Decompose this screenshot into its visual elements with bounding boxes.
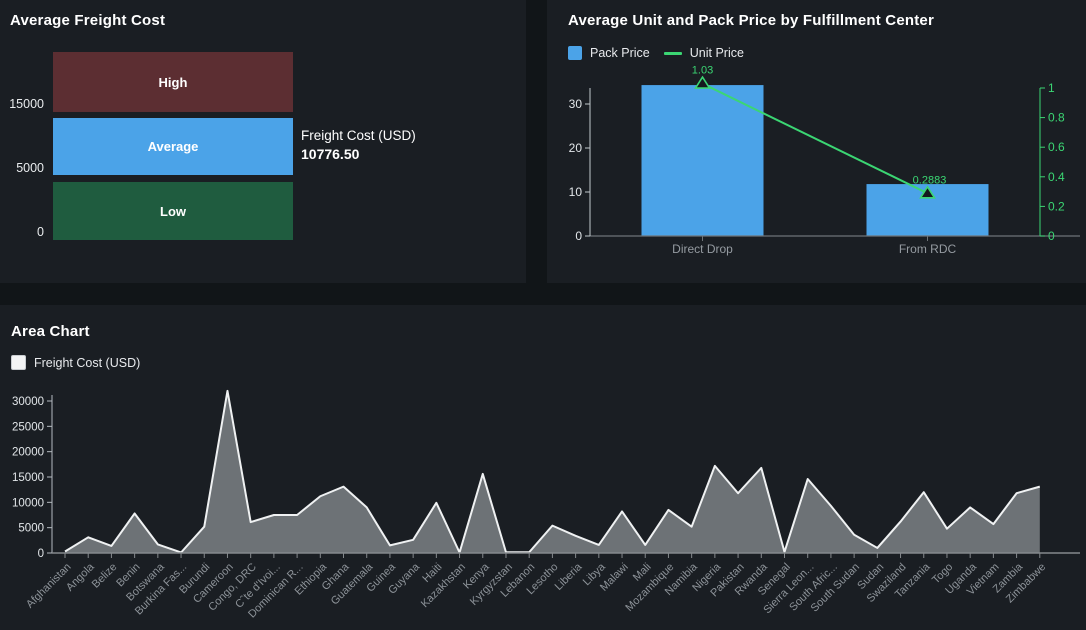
combo-category-label-1: From RDC	[899, 242, 957, 256]
area-panel-title: Area Chart	[11, 323, 90, 340]
unit-price-value-label-1: 0.2883	[913, 174, 947, 186]
freight-cost-gauge-panel: Average Freight Cost 15000 5000 0 High A…	[0, 0, 526, 283]
gauge-value-number: 10776.50	[301, 146, 360, 162]
gauge-band-high-label: High	[158, 74, 188, 90]
pack-price-legend-swatch[interactable]	[568, 46, 582, 60]
area-chart: 0 5000 10000 15000 20000 25000 30000	[12, 389, 1080, 560]
gauge-band-low-label: Low	[160, 203, 186, 219]
gauge-band-average-label: Average	[147, 139, 199, 154]
gauge-axis-label-15000: 15000	[9, 97, 44, 111]
area-legend: Freight Cost (USD)	[11, 355, 140, 370]
unit-price-line[interactable]	[702, 82, 928, 195]
freight-cost-legend-swatch[interactable]	[11, 355, 26, 370]
combo-left-axis-label: 30	[569, 97, 583, 111]
gauge-band-average[interactable]: Average	[53, 118, 293, 175]
combo-right-axis-label: 0	[1048, 229, 1055, 243]
unit-pack-price-panel: Average Unit and Pack Price by Fulfillme…	[547, 0, 1086, 283]
unit-price-marker-0[interactable]	[694, 75, 711, 89]
area-y-axis-label: 20000	[12, 447, 44, 459]
gauge-panel-title: Average Freight Cost	[10, 12, 166, 29]
area-y-axis-label: 25000	[12, 421, 44, 433]
combo-right-axis-label: 0.4	[1048, 170, 1065, 184]
gauge-band-low[interactable]: Low	[53, 182, 293, 240]
combo-category-label-0: Direct Drop	[672, 242, 733, 256]
combo-right-axis-label: 0.2	[1048, 199, 1065, 213]
gauge-band-high[interactable]: High	[53, 52, 293, 112]
area-y-axis-label: 15000	[12, 472, 44, 484]
combo-left-axis-label: 20	[569, 141, 583, 155]
area-y-axis-label: 10000	[12, 497, 44, 509]
combo-left-axis-label: 10	[569, 185, 583, 199]
gauge-axis-label-0: 0	[37, 225, 44, 239]
unit-price-legend-swatch[interactable]	[663, 51, 682, 55]
area-y-axis-label: 30000	[12, 396, 44, 408]
unit-price-legend-label[interactable]: Unit Price	[689, 46, 744, 60]
freight-cost-legend-label[interactable]: Freight Cost (USD)	[34, 355, 141, 370]
area-x-axis-labels: Afghanistan Angola Belize Benin Botswana Burk…	[0, 305, 1086, 630]
area-y-axis-label: 0	[38, 548, 44, 560]
area-x-axis-label-2: Belize	[90, 561, 120, 591]
gauge-axis-label-5000: 5000	[16, 161, 44, 175]
combo-chart: 0 10 20 30 0 0.2 0.4 0.6 0.8 1 Direct Drop From RDC…	[569, 65, 1080, 256]
combo-right-axis-label: 0.6	[1048, 140, 1065, 154]
combo-panel-title: Average Unit and Pack Price by Fulfillme…	[568, 12, 935, 29]
area-chart-panel: Area Chart Freight Cost (USD) 0 5000 10000…	[0, 305, 1086, 630]
combo-left-axis-label: 0	[575, 229, 582, 243]
combo-right-axis-label: 0.8	[1048, 111, 1065, 125]
combo-right-axis-label: 1	[1048, 81, 1055, 95]
freight-cost-area-line	[64, 389, 1041, 554]
gauge-value-label: Freight Cost (USD)	[301, 128, 416, 143]
gauge-current-value: Freight Cost (USD) 10776.50	[301, 128, 416, 162]
pack-price-legend-label[interactable]: Pack Price	[590, 46, 650, 60]
combo-legend: Pack Price Unit Price	[568, 46, 744, 60]
freight-cost-area-series[interactable]	[65, 390, 1040, 553]
pack-price-bar-0[interactable]	[641, 85, 764, 236]
area-y-axis-label: 5000	[18, 523, 44, 535]
unit-price-marker-1[interactable]	[919, 185, 936, 199]
unit-price-value-label-0: 1.03	[692, 65, 713, 77]
